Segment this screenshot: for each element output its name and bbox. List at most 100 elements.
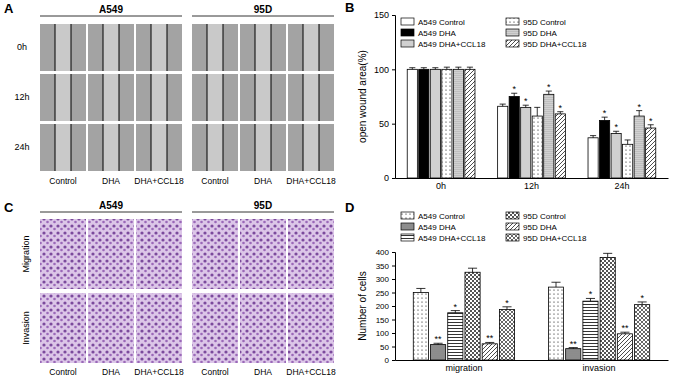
error-bar xyxy=(409,68,415,70)
y-tick: 50 xyxy=(379,119,395,129)
bar xyxy=(548,287,563,360)
column-label: DHA xyxy=(254,176,272,186)
wound-edge xyxy=(103,24,104,71)
group-header: 95D xyxy=(254,4,272,15)
bar-chart: B0501001500h12h24hopen wound area(%)****… xyxy=(345,0,669,191)
wound-gap xyxy=(55,24,71,71)
row-label: Invasion xyxy=(21,311,31,345)
bar-chart: D050100150200250300350400migrationinvasi… xyxy=(345,200,669,373)
column-label: Control xyxy=(201,367,229,377)
bar xyxy=(521,107,531,178)
bar xyxy=(635,305,650,360)
bar xyxy=(646,128,656,178)
legend-label: 95D DHA xyxy=(523,223,557,232)
group-header: 95D xyxy=(254,200,272,211)
figure: AA549ControlDHADHA+CCL1895DControlDHADHA… xyxy=(0,0,676,389)
micrograph xyxy=(240,219,286,289)
y-tick: 350 xyxy=(376,262,395,271)
wound-edge xyxy=(207,124,208,171)
bar xyxy=(482,344,497,360)
wound-edge xyxy=(303,24,304,71)
wound-gap xyxy=(103,24,119,71)
y-tick-label: 150 xyxy=(374,10,389,20)
micrograph xyxy=(192,293,238,363)
wound-edge xyxy=(271,74,272,121)
significance-label: * xyxy=(512,84,516,94)
legend-label: 95D DHA xyxy=(523,29,557,38)
bar xyxy=(583,301,598,360)
legend-swatch xyxy=(506,29,519,36)
error-bar xyxy=(468,268,477,272)
x-tick: 0h xyxy=(436,178,446,191)
wound-gap xyxy=(103,74,119,121)
wound-edge xyxy=(151,124,152,171)
y-tick-label: 50 xyxy=(379,119,389,129)
x-tick: invasion xyxy=(583,360,616,373)
x-axis-line xyxy=(396,178,669,179)
y-tick: 150 xyxy=(374,10,395,20)
y-tick-mark xyxy=(392,293,395,294)
micrograph xyxy=(40,124,86,171)
y-tick-mark xyxy=(392,360,395,361)
y-tick: 250 xyxy=(376,289,395,298)
bar xyxy=(555,114,565,178)
micrograph xyxy=(240,124,286,171)
micrograph xyxy=(40,293,86,363)
y-tick-mark xyxy=(392,333,395,334)
row-label: 12h xyxy=(14,92,29,102)
micrograph xyxy=(192,74,238,121)
legend-item: A549 DHA xyxy=(401,29,456,38)
x-tick-label: invasion xyxy=(583,363,616,373)
wound-gap xyxy=(151,74,167,121)
y-tick-mark xyxy=(392,124,395,125)
y-axis: 050100150 xyxy=(374,10,396,183)
y-tick-label: 250 xyxy=(376,289,390,298)
bar xyxy=(617,334,632,360)
wound-gap xyxy=(207,74,223,121)
micrograph xyxy=(88,293,134,363)
bar xyxy=(448,313,463,360)
significance-label: * xyxy=(454,302,458,312)
wound-edge xyxy=(151,24,152,71)
y-tick-mark xyxy=(392,306,395,307)
micrograph xyxy=(40,24,86,71)
wound-gap xyxy=(303,24,319,71)
wound-gap xyxy=(151,24,167,71)
y-tick: 400 xyxy=(376,248,395,257)
significance-label: * xyxy=(637,102,641,112)
x-axis-line xyxy=(396,360,669,361)
bar xyxy=(634,116,644,178)
bar xyxy=(588,138,598,178)
column-label: DHA+CCL18 xyxy=(134,176,184,186)
x-axis: 0h 12h 24h xyxy=(396,178,669,191)
wound-edge xyxy=(271,124,272,171)
y-tick-label: 0 xyxy=(384,173,389,183)
wound-edge xyxy=(167,74,168,121)
significance-label: ** xyxy=(570,339,578,349)
group-header: A549 xyxy=(99,4,123,15)
legend-item: 95D DHA+CCL18 xyxy=(506,234,587,243)
error-bar xyxy=(534,107,540,116)
y-tick-mark xyxy=(392,320,395,321)
y-tick-label: 50 xyxy=(380,343,389,352)
error-bar xyxy=(432,68,438,70)
legend-item: A549 DHA+CCL18 xyxy=(401,234,486,243)
wound-edge xyxy=(167,124,168,171)
y-axis-title: open wound area(%) xyxy=(357,50,368,143)
micrograph xyxy=(288,24,334,71)
group-rule xyxy=(40,16,182,17)
bar xyxy=(407,69,417,178)
column-label: DHA xyxy=(102,367,120,377)
x-tick: migration xyxy=(445,360,482,373)
legend-item: A549 Control xyxy=(401,18,465,27)
x-tick: 12h xyxy=(524,178,539,191)
x-tick: 24h xyxy=(614,178,629,191)
significance-label: * xyxy=(603,108,607,118)
wound-edge xyxy=(319,24,320,71)
legend-label: A549 Control xyxy=(418,18,465,27)
wound-edge xyxy=(151,74,152,121)
group-rule xyxy=(192,16,334,17)
micrograph xyxy=(192,24,238,71)
wound-gap xyxy=(207,124,223,171)
legend-label: 95D Control xyxy=(523,212,566,221)
